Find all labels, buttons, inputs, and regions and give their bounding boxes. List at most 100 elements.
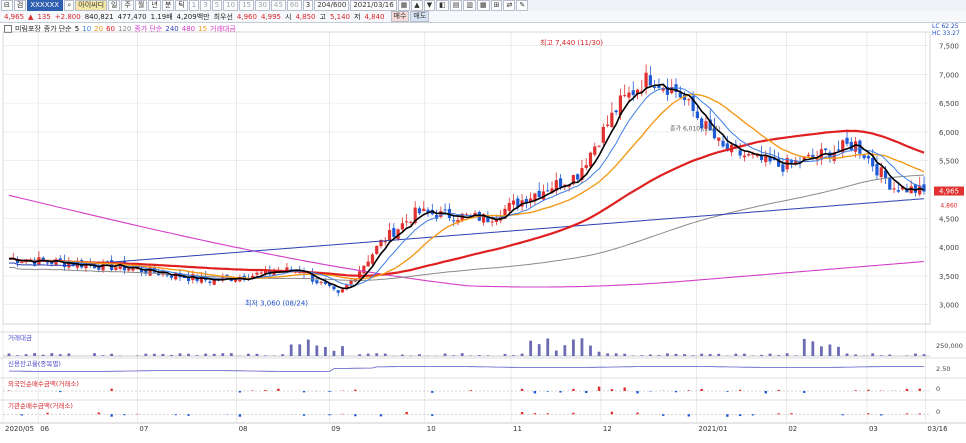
flow-bar xyxy=(238,414,242,417)
tool-icon-8[interactable]: ✎ xyxy=(516,0,529,11)
flow-bar xyxy=(867,389,870,391)
volume-bar xyxy=(443,353,447,356)
candle-body xyxy=(653,86,657,88)
candle-body xyxy=(695,111,699,119)
flow-bar xyxy=(302,414,306,416)
candle-body xyxy=(41,257,45,261)
candle-body xyxy=(340,289,345,293)
x-tick-label: 11 xyxy=(513,425,522,433)
candle-body xyxy=(605,124,610,126)
volume-bar xyxy=(794,355,798,356)
candle-body xyxy=(362,265,366,274)
period-button-5[interactable]: 틱 xyxy=(175,0,188,11)
candle-body xyxy=(131,268,135,271)
tool-icon-0[interactable]: ▲ xyxy=(411,0,423,11)
volume-bar xyxy=(614,353,618,356)
candle-body xyxy=(422,208,426,212)
candle-body xyxy=(366,261,370,267)
flow-bar xyxy=(636,412,639,415)
minute-button-2[interactable]: 5 xyxy=(211,0,223,11)
volume-bar xyxy=(657,355,661,356)
search-icon[interactable]: ⌕ xyxy=(64,0,75,11)
candle-body xyxy=(336,290,340,293)
sell-button[interactable]: 매도 xyxy=(410,11,430,22)
stock-name-field[interactable]: 아이씨디 xyxy=(75,0,108,11)
tool-icon-7[interactable]: ⇄ xyxy=(503,0,516,11)
candle-body xyxy=(858,140,862,154)
tool-icon-4[interactable]: ▥ xyxy=(463,0,476,11)
buy-button[interactable]: 매수 xyxy=(390,11,410,22)
volume-bar xyxy=(7,353,11,356)
volume-bar xyxy=(503,353,507,356)
tool-icon-1[interactable]: ▼ xyxy=(423,0,436,11)
volume-bar xyxy=(366,353,370,356)
minute-buttons: 1 3 5 10 15 30 45 60 xyxy=(188,0,302,11)
volume-bar xyxy=(811,341,815,356)
period-button-3[interactable]: 년 xyxy=(148,0,161,11)
flow-bar xyxy=(905,388,909,391)
minute-button-5[interactable]: 30 xyxy=(254,0,270,11)
period-button-4[interactable]: 분 xyxy=(161,0,175,11)
minute-button-4[interactable]: 15 xyxy=(239,0,254,11)
volume-bar xyxy=(845,353,849,356)
tool-icon-6[interactable]: ⊞ xyxy=(490,0,503,11)
toolbar-menu-button[interactable]: ⊟ xyxy=(1,0,13,11)
flow-bar xyxy=(354,389,357,391)
legend-volume-label: 거래대금 xyxy=(210,25,236,33)
volume-bar xyxy=(760,354,763,356)
flow-bar xyxy=(777,413,780,415)
candle-body xyxy=(576,174,580,180)
legend-ma120: 120 xyxy=(118,25,132,33)
flow-bar xyxy=(726,414,729,417)
flow-bar xyxy=(97,412,100,415)
bar-count-field[interactable]: 204/600 xyxy=(314,0,350,11)
candle-body xyxy=(682,94,687,101)
calendar-icon[interactable]: ▦ xyxy=(397,0,411,11)
flow-bar xyxy=(687,414,691,417)
candle-body xyxy=(918,185,922,195)
indicator-checkbox-icon[interactable] xyxy=(4,25,12,33)
volume-bar xyxy=(212,353,216,356)
volume-bar xyxy=(683,354,686,356)
toolbar-row-2: 4,965 ▲ 135 +2.800 840,821 477,470 1.19배… xyxy=(0,11,966,23)
tool-icons: ▲ ▼ ◧ ▤ ▥ ▦ ⊞ ⇄ ✎ xyxy=(410,0,529,11)
search-button[interactable]: 검 xyxy=(13,0,27,11)
volume-bar xyxy=(802,338,806,356)
minute-button-1[interactable]: 3 xyxy=(200,0,211,11)
price-chart[interactable]: 7,5007,0006,5006,0005,5005,0004,5004,000… xyxy=(0,22,966,443)
low-label: 저 xyxy=(354,12,361,21)
candle-body xyxy=(871,157,875,167)
period-button-1[interactable]: 주 xyxy=(121,0,134,11)
tool-icon-5[interactable]: ▦ xyxy=(476,0,490,11)
minute-interval-button[interactable]: 3 xyxy=(302,0,314,11)
tool-icon-3[interactable]: ▤ xyxy=(449,0,463,11)
candle-body xyxy=(644,72,648,88)
flow-bar xyxy=(738,389,742,391)
candle-body xyxy=(409,221,413,223)
candle-body xyxy=(396,229,400,240)
tool-icon-2[interactable]: ◧ xyxy=(436,0,449,11)
volume-bar xyxy=(152,353,156,356)
period-button-2[interactable]: 월 xyxy=(134,0,148,11)
flow-bar xyxy=(174,414,177,416)
stock-code-input[interactable]: XXXXXX xyxy=(27,0,64,11)
volume-bar xyxy=(341,346,344,356)
volume-bar xyxy=(229,353,233,356)
volume-bar xyxy=(520,353,524,356)
minute-button-7[interactable]: 60 xyxy=(286,0,302,11)
trade-label: 최우선 xyxy=(213,12,233,21)
period-button-0[interactable]: 일 xyxy=(108,0,121,11)
candle-body xyxy=(550,188,554,193)
minute-button-6[interactable]: 45 xyxy=(270,0,286,11)
candle-body xyxy=(597,145,601,147)
minute-button-3[interactable]: 10 xyxy=(223,0,239,11)
candle-body xyxy=(712,128,717,139)
candle-body xyxy=(721,140,725,147)
legend-ma480: 480 xyxy=(181,25,196,33)
candle-body xyxy=(234,279,238,282)
volume-bar xyxy=(144,353,148,356)
date-field[interactable]: 2021/03/16 xyxy=(350,0,397,11)
candle-body xyxy=(319,281,323,283)
candle-body xyxy=(169,275,174,278)
minute-button-0[interactable]: 1 xyxy=(188,0,200,11)
